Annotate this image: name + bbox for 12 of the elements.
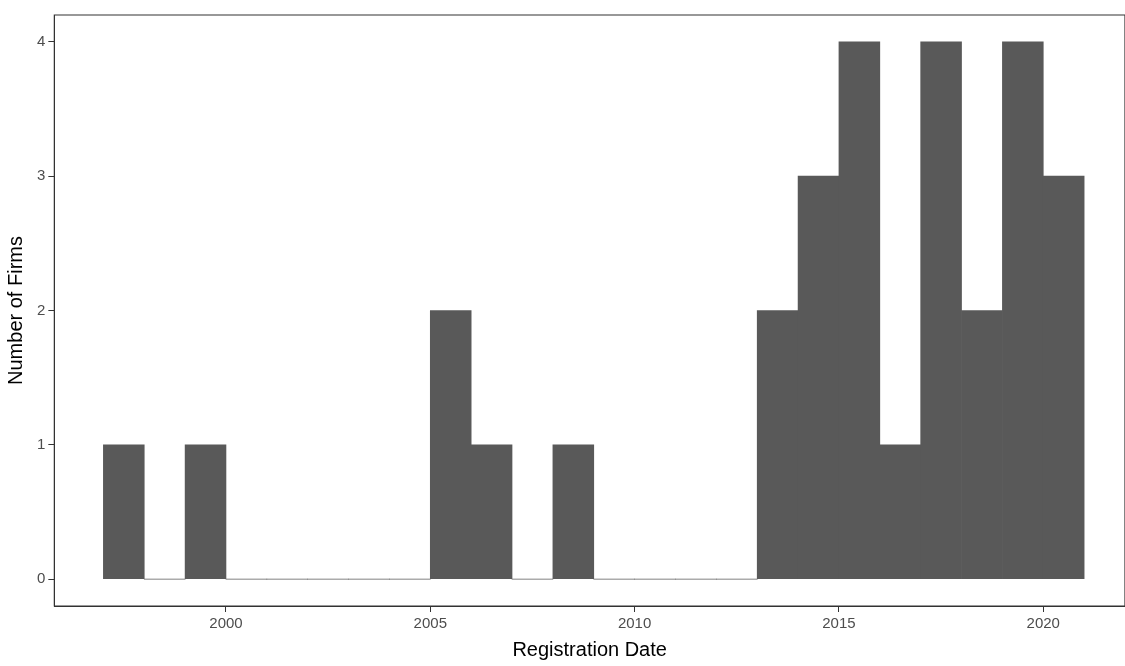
y-tick-label: 3 xyxy=(37,166,46,184)
x-tick-label: 2015 xyxy=(822,614,856,632)
x-tick-label: 2000 xyxy=(209,614,243,632)
y-axis-title: Number of Firms xyxy=(3,236,26,385)
y-tick-label: 2 xyxy=(37,300,46,318)
y-tick-label: 1 xyxy=(37,434,46,452)
x-tick-label: 2010 xyxy=(617,614,652,632)
x-axis-title: Registration Date xyxy=(512,637,667,660)
x-tick-label: 2020 xyxy=(1026,614,1060,632)
y-tick-label: 0 xyxy=(37,569,46,587)
y-tick-label: 4 xyxy=(37,32,46,49)
x-tick-label: 2005 xyxy=(413,614,447,632)
